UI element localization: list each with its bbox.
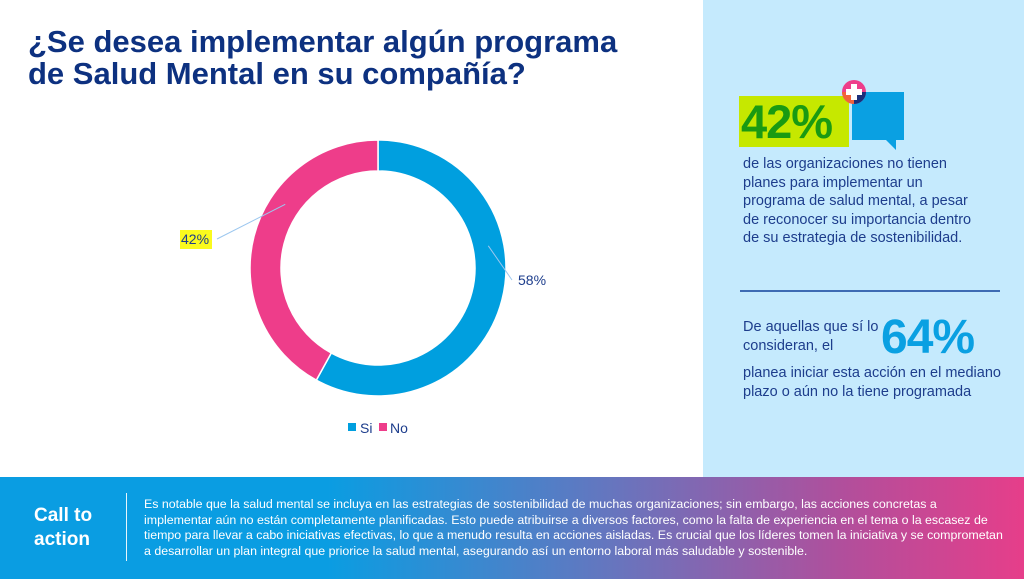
stat2-description: planea iniciar esta acción en el mediano… bbox=[743, 365, 1001, 400]
panel-divider bbox=[740, 290, 1000, 292]
legend-label-no: No bbox=[390, 420, 408, 436]
stat1-description: de las organizaciones no tienen planes p… bbox=[743, 156, 972, 246]
call-to-action-divider bbox=[126, 493, 127, 561]
data-label-no: 42% bbox=[181, 231, 209, 247]
legend-swatch-si bbox=[348, 423, 356, 431]
data-label-si: 58% bbox=[518, 272, 546, 288]
legend: Si No bbox=[348, 420, 408, 436]
stat-value-64: 64% bbox=[881, 311, 975, 364]
donut-slice-si bbox=[315, 139, 507, 397]
donut-chart-svg: 58% 42% Si No bbox=[180, 139, 546, 436]
speech-bubble-plus-icon bbox=[842, 80, 904, 150]
stat2-lead-text: De aquellas que sí lo consideran, el bbox=[743, 319, 879, 354]
stats-panel bbox=[703, 0, 1024, 477]
stat-value-42: 42% bbox=[739, 96, 849, 147]
page-title: ¿Se desea implementar algún programa de … bbox=[28, 26, 688, 90]
call-to-action-banner: Call to action Es notable que la salud m… bbox=[0, 477, 1024, 579]
donut-slice-no bbox=[249, 139, 379, 382]
legend-label-si: Si bbox=[360, 420, 372, 436]
leader-line-no bbox=[216, 203, 286, 240]
leader-line-si bbox=[487, 245, 513, 281]
data-label-highlight-no bbox=[180, 230, 212, 249]
title-line-1: ¿Se desea implementar algún programa bbox=[28, 24, 618, 59]
call-to-action-label: Call to action bbox=[34, 505, 93, 550]
donut-chart: 58% 42% Si No bbox=[180, 130, 580, 450]
title-line-2: de Salud Mental en su compañía? bbox=[28, 56, 526, 91]
call-to-action-text: Es notable que la salud mental se incluy… bbox=[144, 497, 1003, 558]
legend-swatch-no bbox=[379, 423, 387, 431]
